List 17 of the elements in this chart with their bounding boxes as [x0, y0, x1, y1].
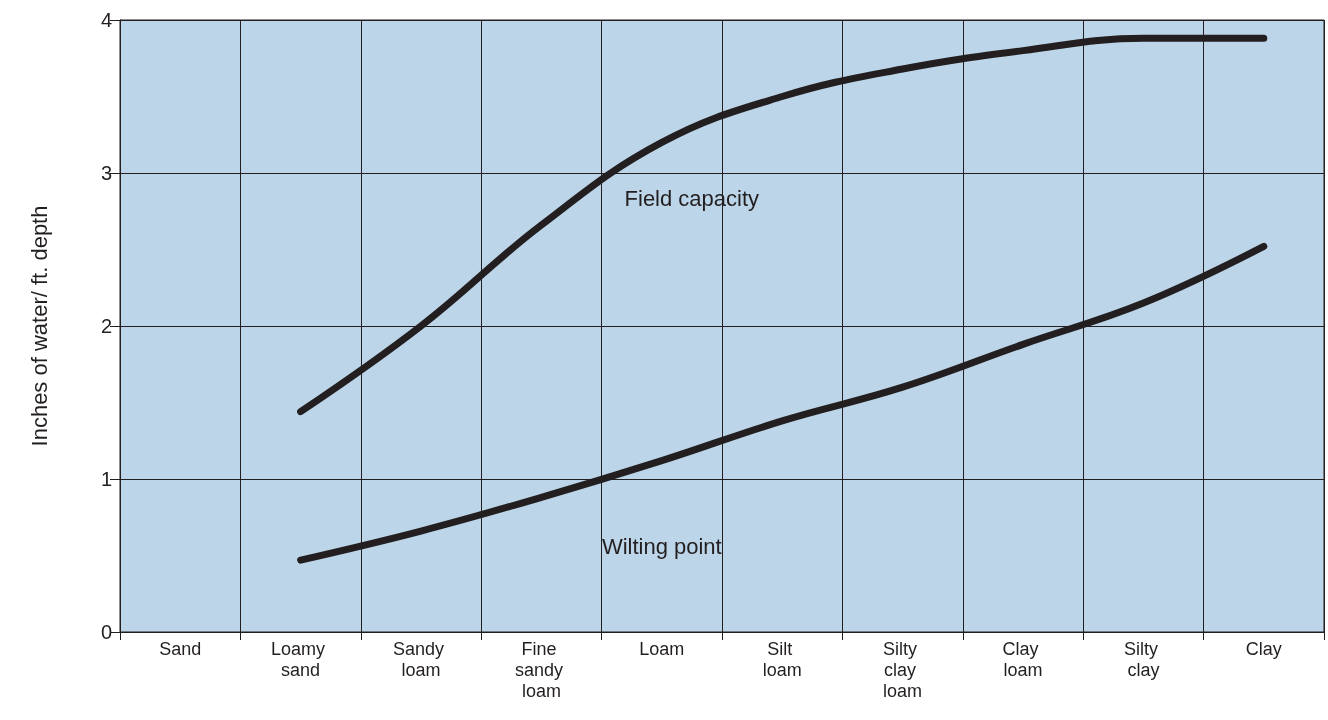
- text: Wilting point: [601, 534, 722, 560]
- x-tick-label: Silty clay loam: [883, 638, 923, 701]
- y-axis-title: Inches of water/ ft. depth: [26, 205, 52, 447]
- x-tick-label: Loamy sand: [271, 638, 331, 680]
- y-tick-label: 2: [100, 315, 112, 337]
- y-tick-label: 4: [100, 9, 112, 31]
- x-tick-label: Silty clay: [1123, 638, 1163, 680]
- x-tick-label: Sand: [159, 638, 202, 659]
- x-tick-label: Sandy loam: [392, 638, 450, 680]
- y-tick-label: 3: [100, 162, 112, 184]
- x-tick-label: Fine sandy loam: [514, 638, 568, 701]
- y-tick-label: 0: [100, 621, 112, 643]
- x-tick-label: Loam: [639, 638, 685, 659]
- x-tick-label: Clay loam: [1002, 638, 1044, 680]
- x-tick-label: Silt loam: [762, 638, 802, 680]
- x-tick-label: Clay: [1245, 638, 1282, 659]
- y-tick-label: 1: [100, 468, 112, 490]
